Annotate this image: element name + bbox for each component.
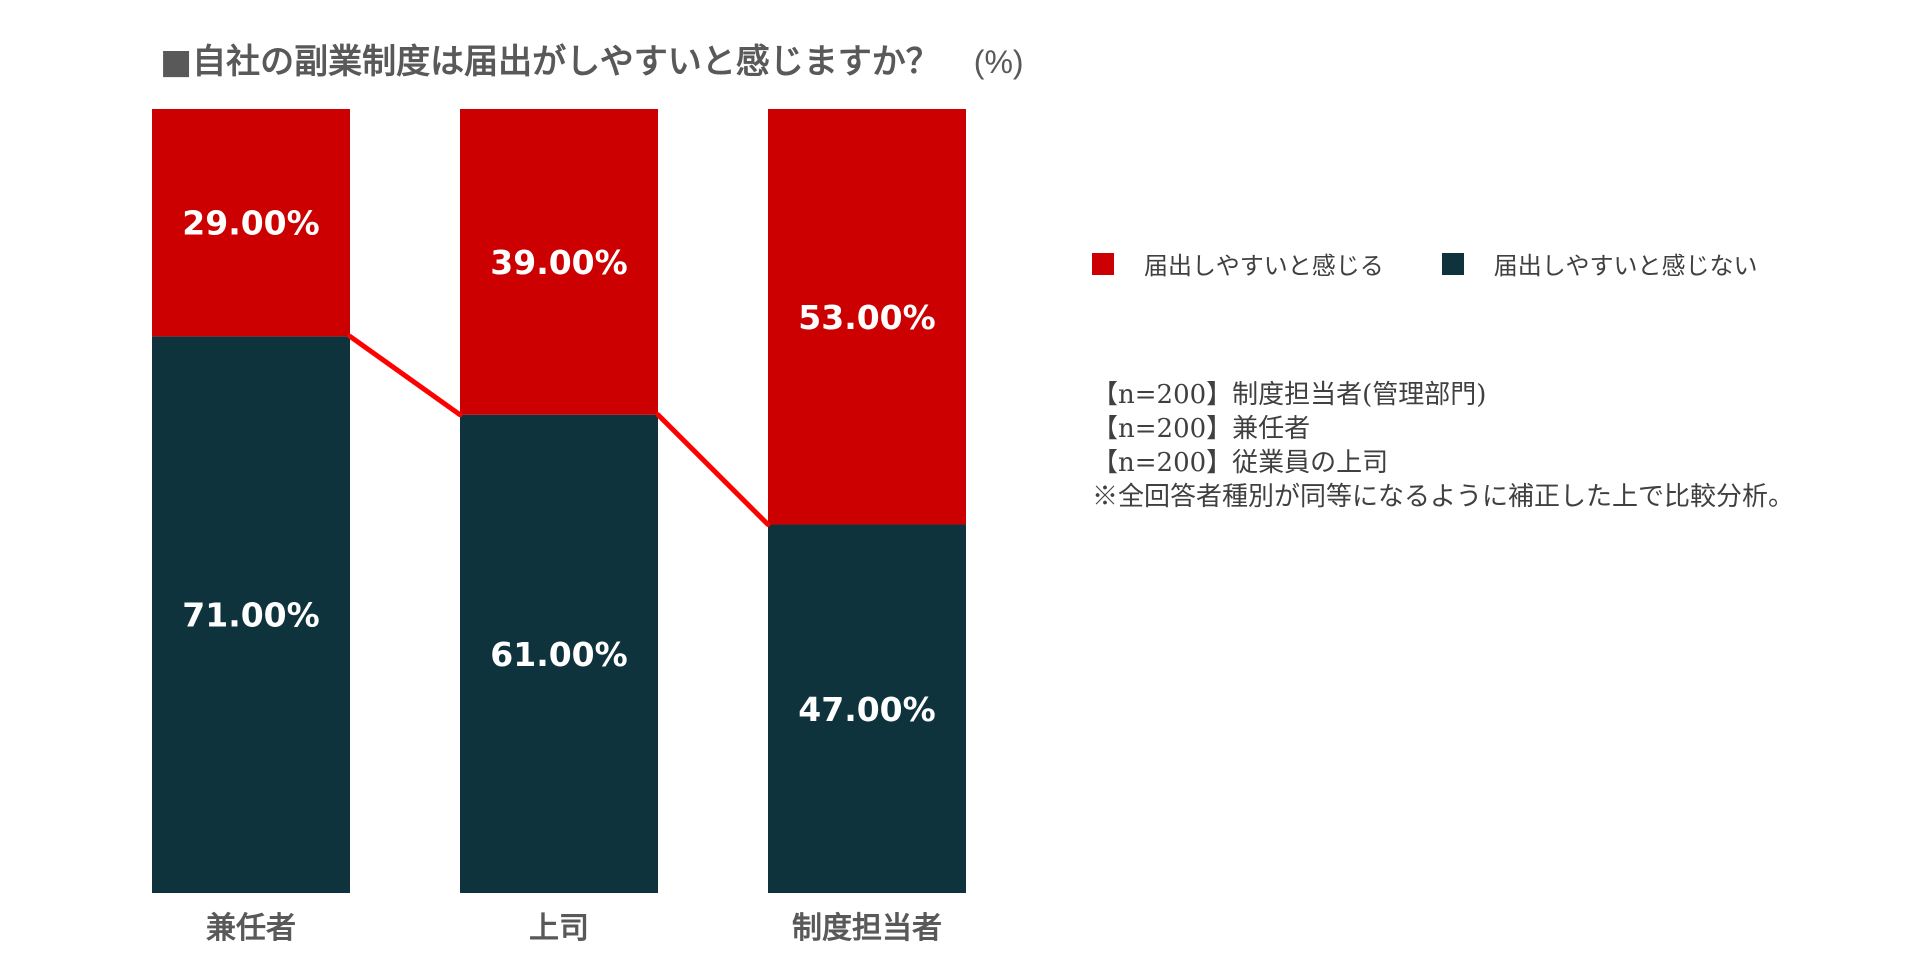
notes: 【n=200】制度担当者(管理部門) 【n=200】兼任者 【n=200】従業員… <box>1092 378 1794 514</box>
bar-segment-easy <box>768 109 966 525</box>
legend-swatch-easy <box>1092 252 1114 275</box>
connector-line <box>347 333 463 418</box>
legend-label-not-easy: 届出しやすいと感じない <box>1493 252 1758 280</box>
legend-swatch-not-easy <box>1441 252 1464 275</box>
legend-item-not-easy: 届出しやすいと感じない <box>1441 246 1758 281</box>
note-line: 【n=200】兼任者 <box>1092 414 1311 444</box>
note-line: 【n=200】制度担当者(管理部門) <box>1092 380 1487 410</box>
bar-segment-easy <box>460 109 658 415</box>
legend-label-easy: 届出しやすいと感じる <box>1144 252 1384 280</box>
category-label: 上司 <box>529 911 589 946</box>
data-label: 61.00% <box>490 635 627 674</box>
bar-segment-not-easy <box>460 414 658 893</box>
legend: 届出しやすいと感じる 届出しやすいと感じない <box>1092 246 1816 281</box>
bar-segment-easy <box>152 109 350 337</box>
data-label: 39.00% <box>490 243 627 282</box>
data-label: 47.00% <box>798 690 935 729</box>
unit-label: (%) <box>973 44 1024 80</box>
bar-segment-not-easy <box>152 336 350 893</box>
chart-title: ■自社の副業制度は届出がしやすいと感じますか？ (%) <box>160 34 1024 83</box>
data-label: 53.00% <box>798 298 935 337</box>
data-label: 71.00% <box>182 596 319 635</box>
connector-line <box>655 412 771 528</box>
data-label: 29.00% <box>182 204 319 243</box>
note-line: ※全回答者種別が同等になるように補正した上で比較分析。 <box>1092 482 1795 512</box>
legend-item-easy: 届出しやすいと感じる <box>1092 246 1384 281</box>
category-label: 兼任者 <box>206 911 296 946</box>
note-line: 【n=200】従業員の上司 <box>1092 448 1389 478</box>
chart-title-text: ■自社の副業制度は届出がしやすいと感じますか？ <box>160 42 940 82</box>
bar-segment-not-easy <box>768 524 966 893</box>
category-label: 制度担当者 <box>792 911 942 946</box>
